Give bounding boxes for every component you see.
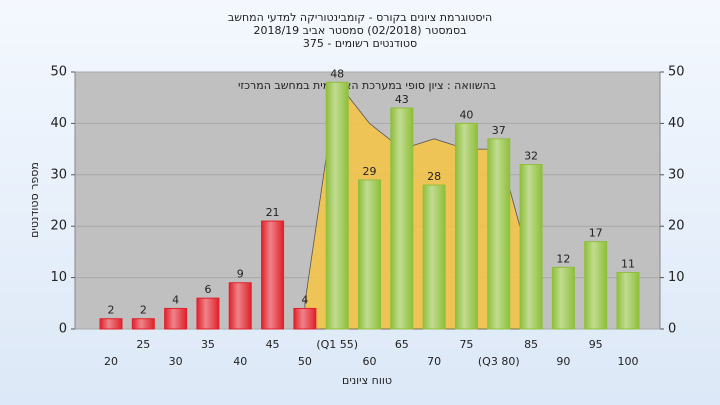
value-label: 48 xyxy=(330,67,344,80)
y2-tick-label: 20 xyxy=(668,219,685,234)
bar xyxy=(131,318,155,330)
x-tick-label: 45 xyxy=(266,338,280,351)
value-label: 12 xyxy=(556,252,570,265)
value-label: 11 xyxy=(621,257,635,270)
chart-title: היסטוגרמת ציונים בקורס - קומבינטוריקה למ… xyxy=(228,11,492,24)
x-tick-label: 60 xyxy=(363,355,377,368)
x-tick-label: (Q1 55) xyxy=(316,338,358,351)
bar xyxy=(584,241,608,330)
y2-tick-label: 0 xyxy=(668,322,676,337)
x-tick-label: 95 xyxy=(589,338,603,351)
y-tick-label: 30 xyxy=(50,167,67,182)
x-tick-label: 40 xyxy=(233,355,247,368)
y-axis-label: מספר סטודנטים xyxy=(28,162,41,238)
y-tick-label: 50 xyxy=(50,65,67,80)
x-tick-label: 75 xyxy=(459,338,473,351)
value-label: 40 xyxy=(459,108,473,121)
bar xyxy=(551,266,575,330)
bar xyxy=(487,138,511,330)
bar xyxy=(325,81,349,330)
bar xyxy=(196,297,220,330)
bar xyxy=(228,282,252,330)
bar xyxy=(261,220,285,330)
x-axis-label: טווח ציונים xyxy=(342,374,392,387)
value-label: 4 xyxy=(172,293,179,306)
x-tick-label: 35 xyxy=(201,338,215,351)
x-tick-label: 85 xyxy=(524,338,538,351)
x-tick-label: 25 xyxy=(136,338,150,351)
value-label: 17 xyxy=(589,227,603,240)
y-tick-label: 0 xyxy=(59,322,67,337)
y2-tick-label: 40 xyxy=(668,116,685,131)
value-label: 4 xyxy=(301,293,308,306)
value-label: 29 xyxy=(363,165,377,178)
bar xyxy=(616,271,640,330)
value-label: 37 xyxy=(492,124,506,137)
value-label: 2 xyxy=(108,304,115,317)
y2-tick-label: 30 xyxy=(668,167,685,182)
bar xyxy=(519,164,543,330)
bar xyxy=(293,307,317,330)
annotation: בהשוואה : ציון סופי במערכת האקדמית במחשב… xyxy=(238,79,496,92)
x-tick-label: 30 xyxy=(169,355,183,368)
bar xyxy=(358,179,381,330)
bar xyxy=(422,184,446,330)
bar xyxy=(99,318,123,330)
value-label: 9 xyxy=(237,268,244,281)
chart-subtitle: בסמסטר (02/2018) סמסטר אביב 2018/19 xyxy=(253,24,466,37)
y-tick-label: 10 xyxy=(50,270,67,285)
y-tick-label: 20 xyxy=(50,219,67,234)
value-label: 2 xyxy=(140,304,147,317)
value-label: 28 xyxy=(427,170,441,183)
x-tick-label: (Q3 80) xyxy=(478,355,520,368)
x-tick-label: 50 xyxy=(298,355,312,368)
value-label: 43 xyxy=(395,93,409,106)
bar xyxy=(164,307,188,330)
bar xyxy=(390,107,414,330)
y2-tick-label: 50 xyxy=(668,65,685,80)
bar xyxy=(454,122,478,330)
x-tick-label: 100 xyxy=(618,355,639,368)
value-label: 6 xyxy=(204,283,211,296)
y-tick-label: 40 xyxy=(50,116,67,131)
value-label: 21 xyxy=(266,206,280,219)
x-tick-label: 65 xyxy=(395,338,409,351)
chart-subtitle: סטודנטים רשומים - 375 xyxy=(303,37,417,50)
x-tick-label: 90 xyxy=(556,355,570,368)
x-tick-label: 70 xyxy=(427,355,441,368)
value-label: 32 xyxy=(524,150,538,163)
y2-tick-label: 10 xyxy=(668,270,685,285)
x-tick-label: 20 xyxy=(104,355,118,368)
